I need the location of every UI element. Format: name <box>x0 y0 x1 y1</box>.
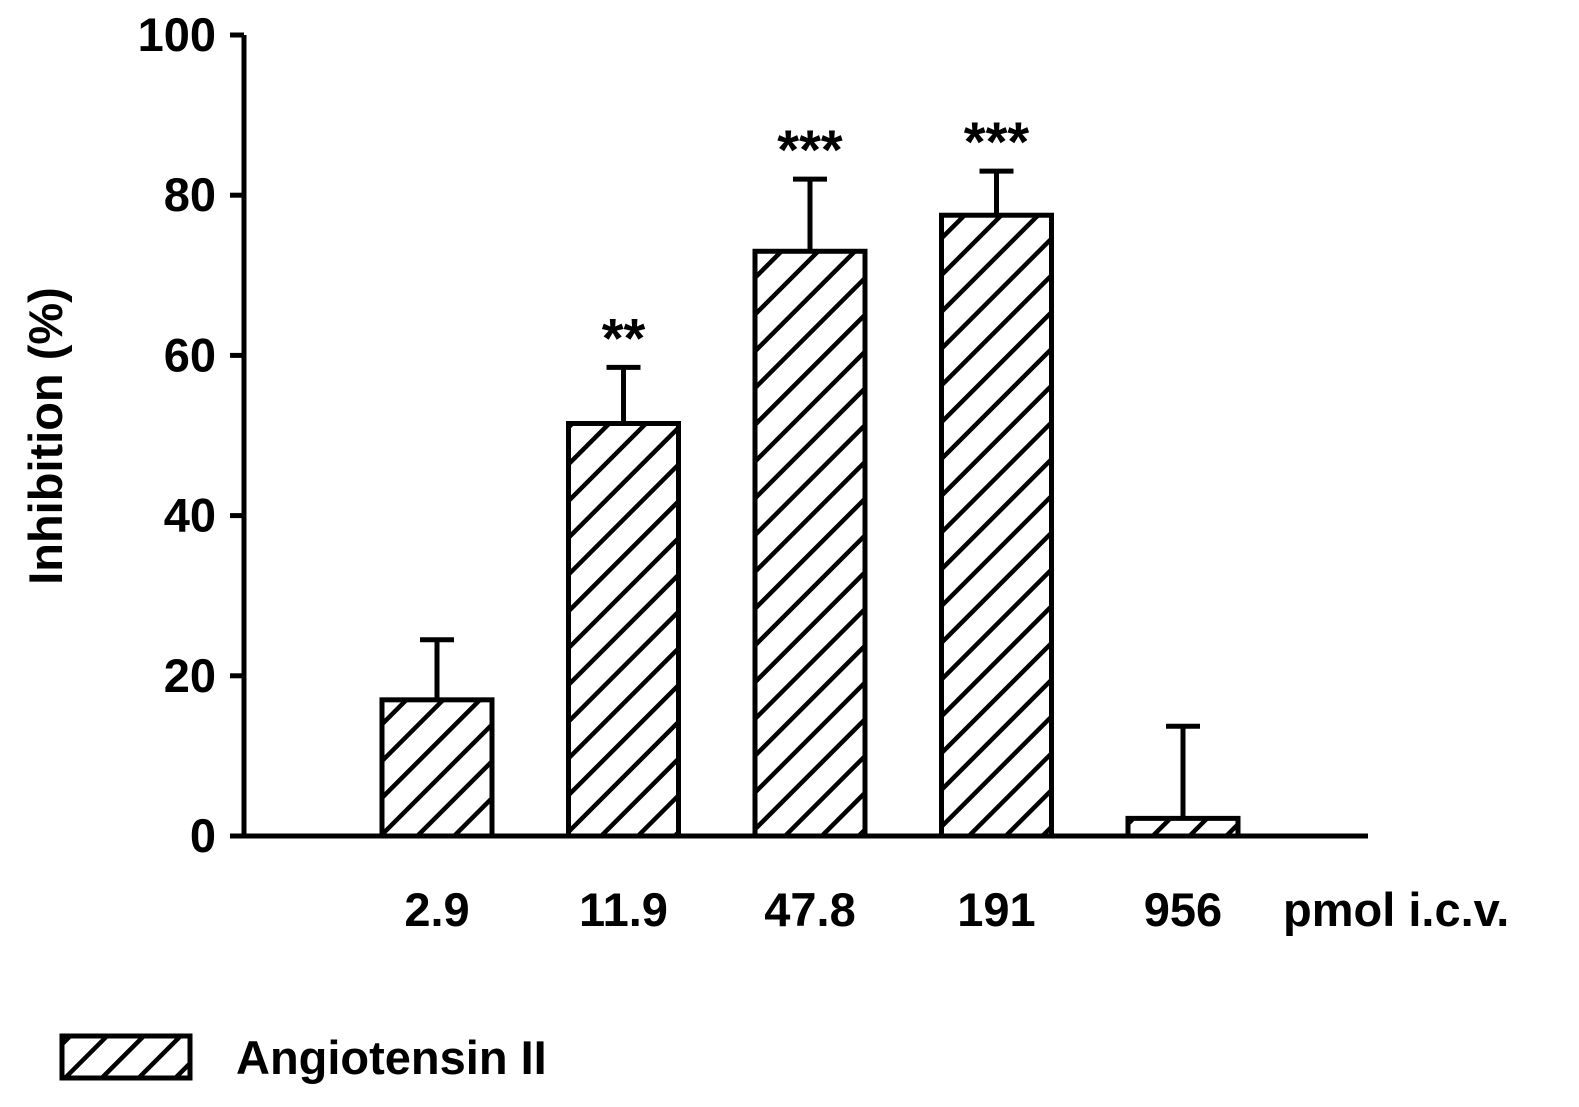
bars-layer: ***** *** <box>379 110 1241 839</box>
bar <box>566 420 681 839</box>
legend-swatch <box>59 1033 193 1081</box>
legend-label: Angiotensin II <box>236 1031 547 1084</box>
bar <box>939 212 1054 839</box>
y-axis-label: Inhibition (%) <box>19 287 72 585</box>
x-axis-unit-label: pmol i.c.v. <box>1283 883 1509 936</box>
x-ticks-layer: 2.9 11.9 47.8 191 956 <box>404 883 1222 936</box>
x-tick-label: 11.9 <box>579 883 668 936</box>
y-tick-label: 0 <box>190 809 216 862</box>
bar <box>379 697 495 839</box>
significance-label: *** <box>964 110 1030 173</box>
x-tick-label: 2.9 <box>404 883 469 936</box>
y-tick-label: 60 <box>164 328 216 381</box>
bar <box>1125 815 1241 839</box>
x-tick-label: 191 <box>957 883 1035 936</box>
x-tick-label: 956 <box>1144 883 1222 936</box>
x-tick-label: 47.8 <box>764 883 855 936</box>
y-tick-label: 40 <box>164 489 216 542</box>
significance-label: *** <box>777 118 843 181</box>
axes-layer <box>241 35 1368 839</box>
y-tick-label: 80 <box>164 168 216 221</box>
bar <box>752 248 868 839</box>
y-tick-label: 100 <box>138 8 216 61</box>
y-tick-label: 20 <box>164 649 216 702</box>
significance-label: ** <box>602 306 646 369</box>
legend: Angiotensin II <box>59 1031 547 1084</box>
y-ticks-layer: 0 20 40 60 80 100 <box>138 8 244 862</box>
